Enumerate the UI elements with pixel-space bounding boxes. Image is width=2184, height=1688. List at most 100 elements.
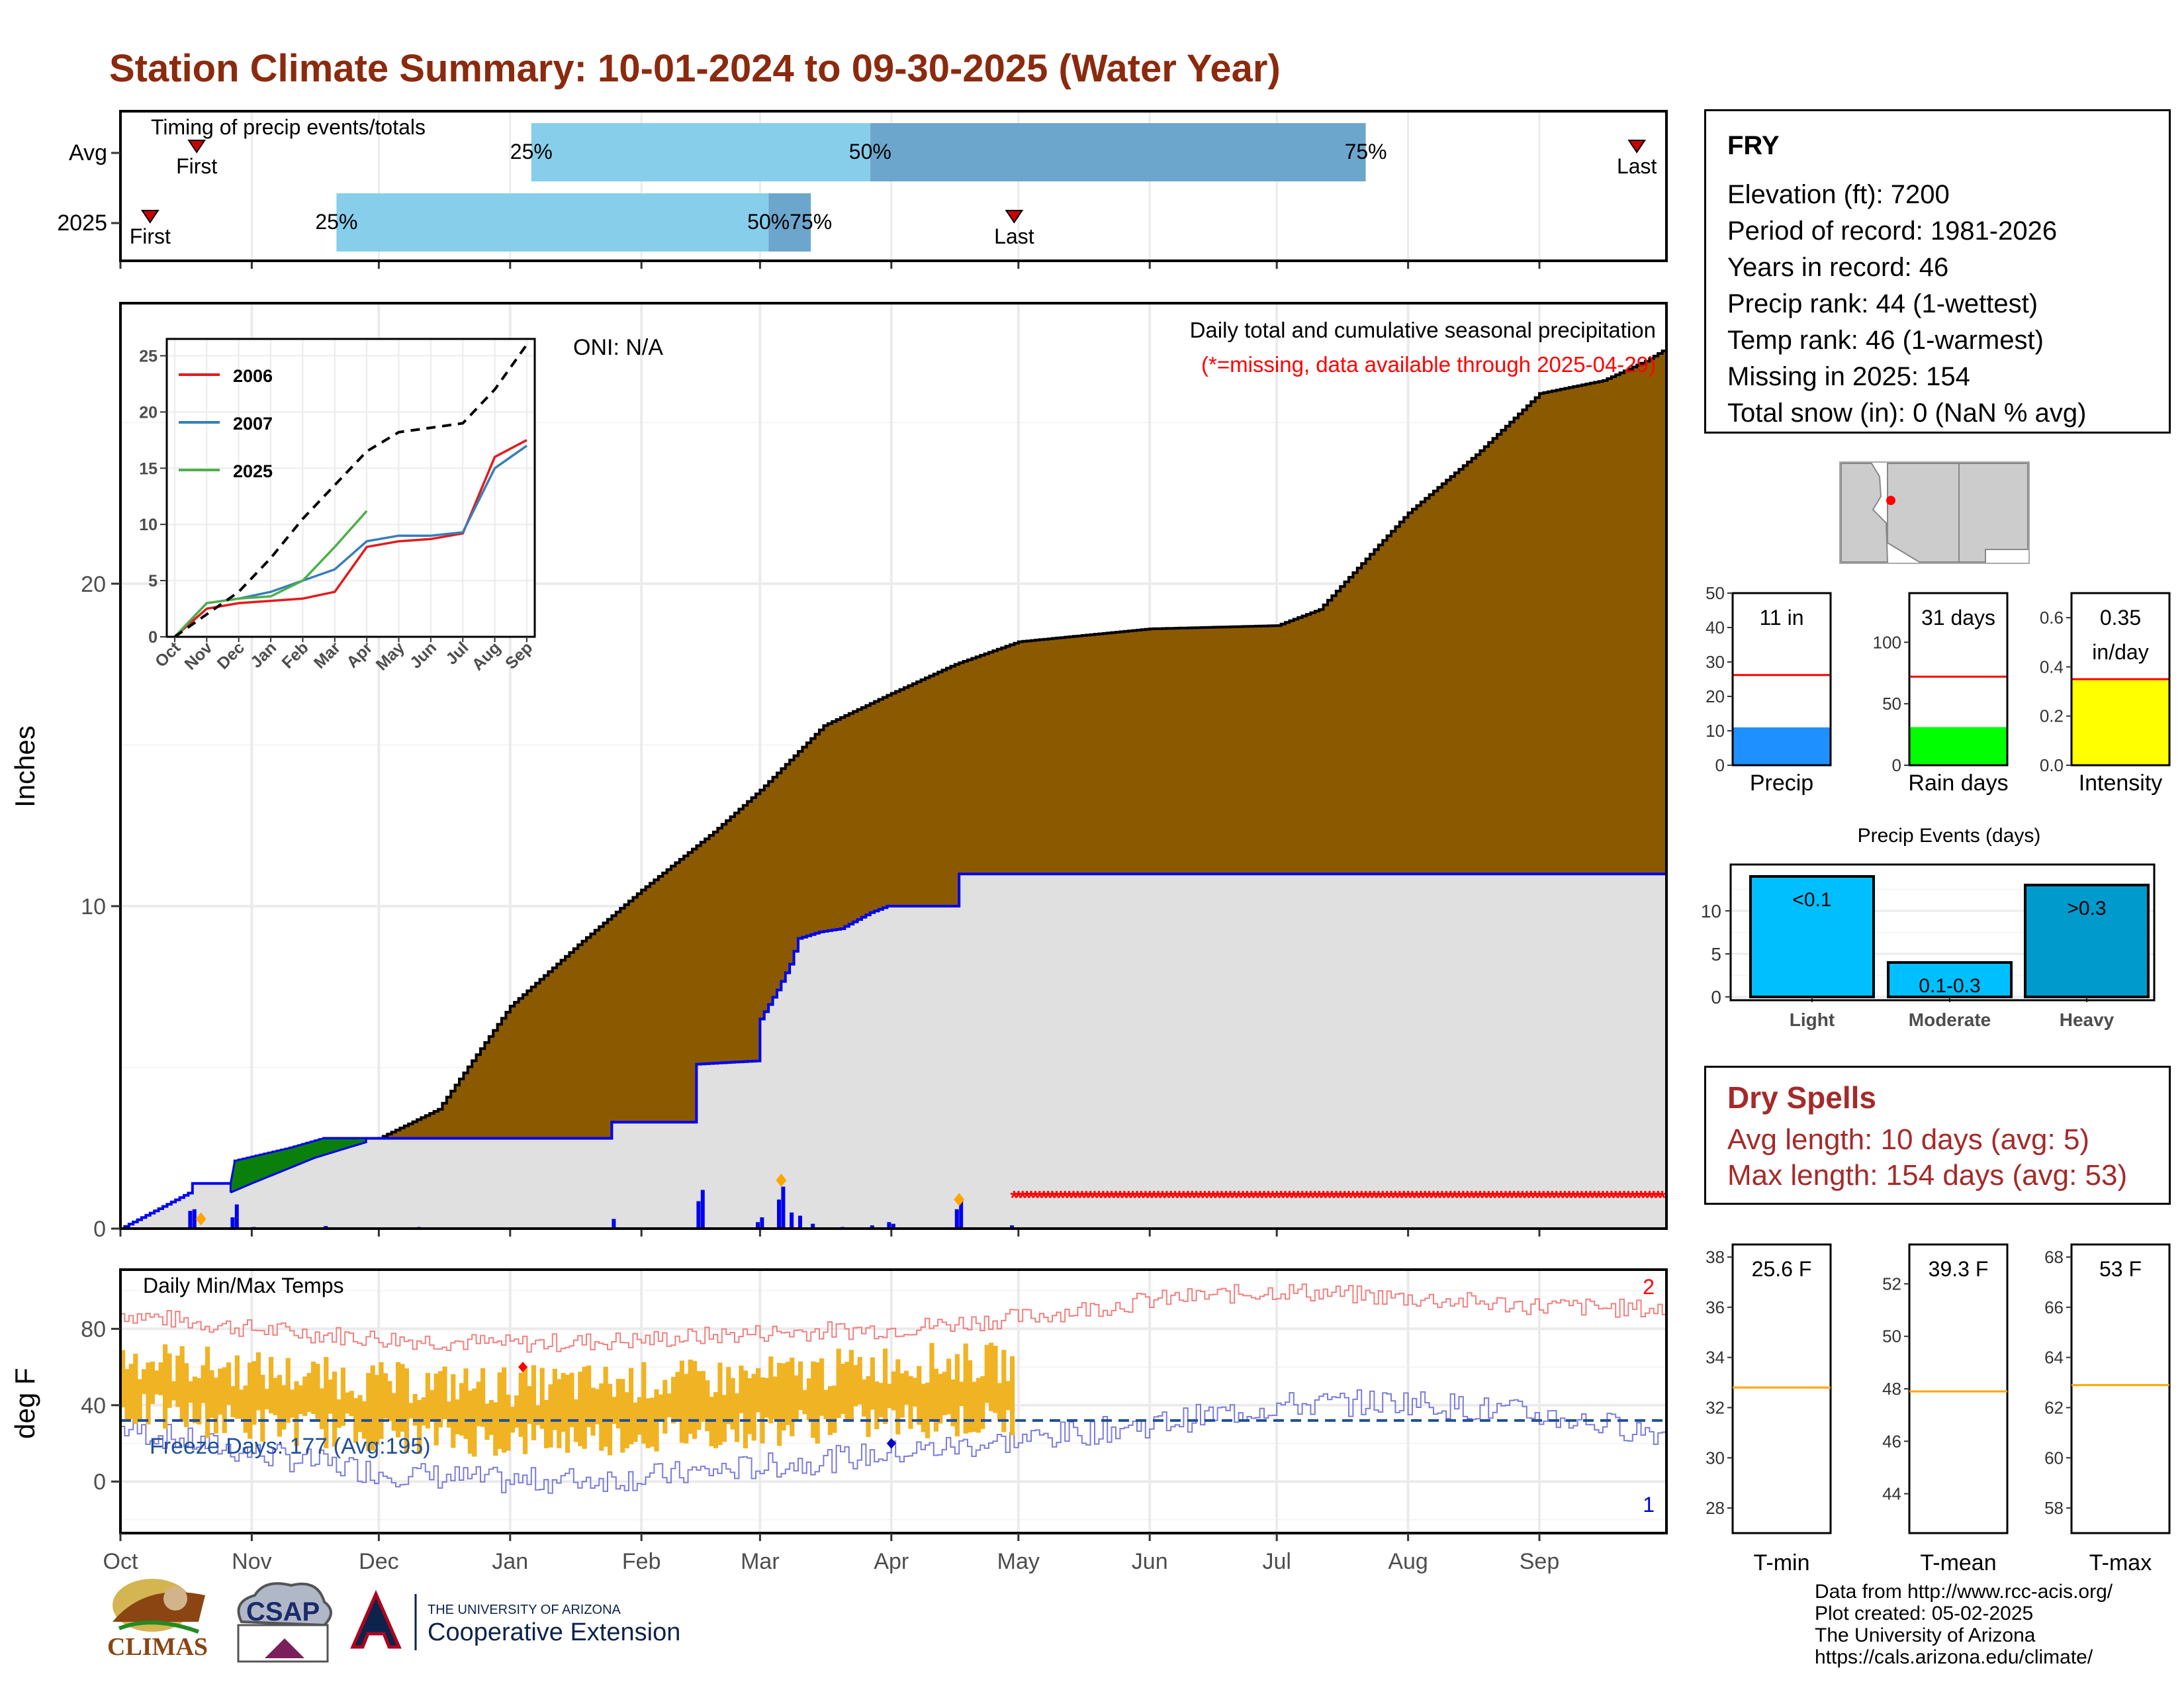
daily-temp-bar	[785, 1362, 790, 1425]
daily-temp-bar	[375, 1375, 380, 1445]
missing-marker: *	[1044, 1187, 1052, 1209]
inset-line-avg	[173, 344, 528, 638]
daily-temp-bar	[768, 1356, 774, 1424]
daily-temp-bar	[806, 1378, 811, 1421]
inset-xtick-label: Dec	[214, 638, 248, 673]
missing-marker: *	[1328, 1187, 1336, 1209]
record-precip-marker	[954, 1193, 965, 1207]
missing-marker: *	[1531, 1187, 1539, 1209]
missing-marker: *	[1171, 1187, 1179, 1209]
missing-marker: *	[1251, 1187, 1259, 1209]
daily-temp-bar	[205, 1346, 210, 1438]
missing-marker: *	[1095, 1187, 1103, 1209]
events-ytick-label: 10	[1701, 901, 1721, 921]
missing-marker: *	[1582, 1187, 1590, 1209]
daily-temp-bar	[188, 1381, 193, 1403]
dry-spells-title: Dry Spells	[1727, 1080, 1876, 1115]
daily-temp-bar	[917, 1366, 922, 1425]
daily-temp-bar	[781, 1363, 786, 1430]
daily-temp-bar	[527, 1385, 532, 1424]
temp-gauge-ytick-label: 64	[2044, 1348, 2064, 1368]
temp-gauge-ytick-label: 36	[1706, 1297, 1725, 1317]
gauge-bar-1	[1909, 727, 2007, 765]
missing-marker: *	[1442, 1187, 1450, 1209]
daily-precip-bar	[777, 1199, 781, 1229]
daily-temp-bar	[557, 1379, 562, 1448]
missing-marker: *	[1311, 1187, 1319, 1209]
temp-xtick-label: Jul	[1262, 1549, 1291, 1574]
daily-temp-bar	[993, 1345, 998, 1413]
missing-marker: *	[1159, 1187, 1167, 1209]
temp-xtick-label: Feb	[622, 1549, 661, 1574]
inset-ytick-label: 25	[139, 347, 158, 365]
daily-temp-bar	[340, 1368, 345, 1427]
daily-precip-bar	[234, 1204, 239, 1229]
temp-xtick-label: Mar	[741, 1549, 780, 1574]
daily-temp-bar	[976, 1378, 981, 1433]
daily-temp-bar	[997, 1383, 1002, 1421]
timing-first-marker	[140, 210, 159, 224]
daily-temp-bar	[832, 1385, 837, 1433]
daily-temp-bar	[467, 1390, 473, 1454]
daily-temp-bar	[705, 1380, 710, 1432]
daily-precip-bar	[700, 1190, 705, 1229]
daily-precip-bar	[781, 1186, 786, 1229]
daily-temp-bar	[383, 1373, 388, 1419]
daily-temp-bar	[476, 1382, 481, 1427]
gauge-ytick-label: 50	[1882, 694, 1901, 714]
daily-temp-bar	[353, 1398, 359, 1443]
temp-gauge-frame-2	[2070, 1243, 2171, 1534]
missing-marker: *	[1408, 1187, 1416, 1209]
missing-marker: *	[1379, 1187, 1387, 1209]
missing-marker: *	[1324, 1187, 1332, 1209]
missing-marker: *	[1226, 1187, 1234, 1209]
temp-gauge-label-2: T-max	[2089, 1550, 2152, 1575]
daily-temp-bar	[662, 1380, 668, 1434]
missing-marker: *	[1222, 1187, 1230, 1209]
daily-precip-bar	[954, 1209, 959, 1229]
daily-temp-bar	[615, 1378, 621, 1429]
missing-marker: *	[1548, 1187, 1556, 1209]
daily-temp-bar	[811, 1361, 816, 1438]
daily-temp-bar	[870, 1357, 875, 1410]
daily-precip-bar	[696, 1201, 701, 1229]
missing-marker: *	[1586, 1187, 1594, 1209]
missing-marker: *	[1650, 1187, 1658, 1209]
footer-url: https://cals.arizona.edu/climate/	[1815, 1646, 2093, 1668]
daily-temp-bar	[552, 1368, 557, 1430]
daily-temp-bar	[255, 1352, 261, 1411]
daily-temp-bar	[391, 1393, 396, 1431]
missing-marker: *	[1163, 1187, 1171, 1209]
daily-precip-bar	[870, 1225, 874, 1229]
daily-temp-bar	[612, 1397, 617, 1425]
temp-gauge-value-1: 39.3 F	[1929, 1257, 1989, 1281]
daily-temp-bar	[675, 1372, 680, 1421]
timing-first-marker	[187, 140, 206, 154]
temp-gauge-ytick-label: 32	[1706, 1397, 1725, 1417]
temp-gauge-label-1: T-mean	[1920, 1550, 1996, 1575]
daily-temp-bar	[586, 1365, 592, 1427]
temp-gauge-ytick-label: 52	[1882, 1274, 1901, 1293]
daily-temp-bar	[264, 1389, 269, 1410]
daily-temp-bar	[137, 1379, 142, 1423]
missing-marker: *	[1387, 1187, 1395, 1209]
temp-xtick-label: May	[997, 1549, 1040, 1574]
missing-marker: *	[1633, 1187, 1641, 1209]
daily-temp-bar	[294, 1381, 299, 1446]
missing-marker: *	[1430, 1187, 1437, 1209]
daily-precip-bar	[811, 1223, 815, 1229]
daily-temp-bar	[319, 1388, 324, 1429]
daily-temp-bar	[290, 1389, 295, 1418]
station-snow: Total snow (in): 0 (NaN % avg)	[1727, 399, 2087, 428]
daily-temp-bar	[243, 1385, 248, 1433]
daily-temp-bar	[594, 1389, 600, 1425]
gauge-ytick-label: 40	[1706, 618, 1725, 637]
missing-marker: *	[1108, 1187, 1116, 1209]
gauge-ytick-label: 100	[1873, 632, 1901, 652]
temp-xtick-label: Sep	[1520, 1549, 1560, 1574]
temp-gauge-ytick-label: 44	[1882, 1484, 1901, 1504]
daily-temp-bar	[790, 1357, 795, 1436]
missing-marker: *	[1129, 1187, 1137, 1209]
missing-marker: *	[1561, 1187, 1569, 1209]
daily-temp-bar	[438, 1371, 443, 1428]
